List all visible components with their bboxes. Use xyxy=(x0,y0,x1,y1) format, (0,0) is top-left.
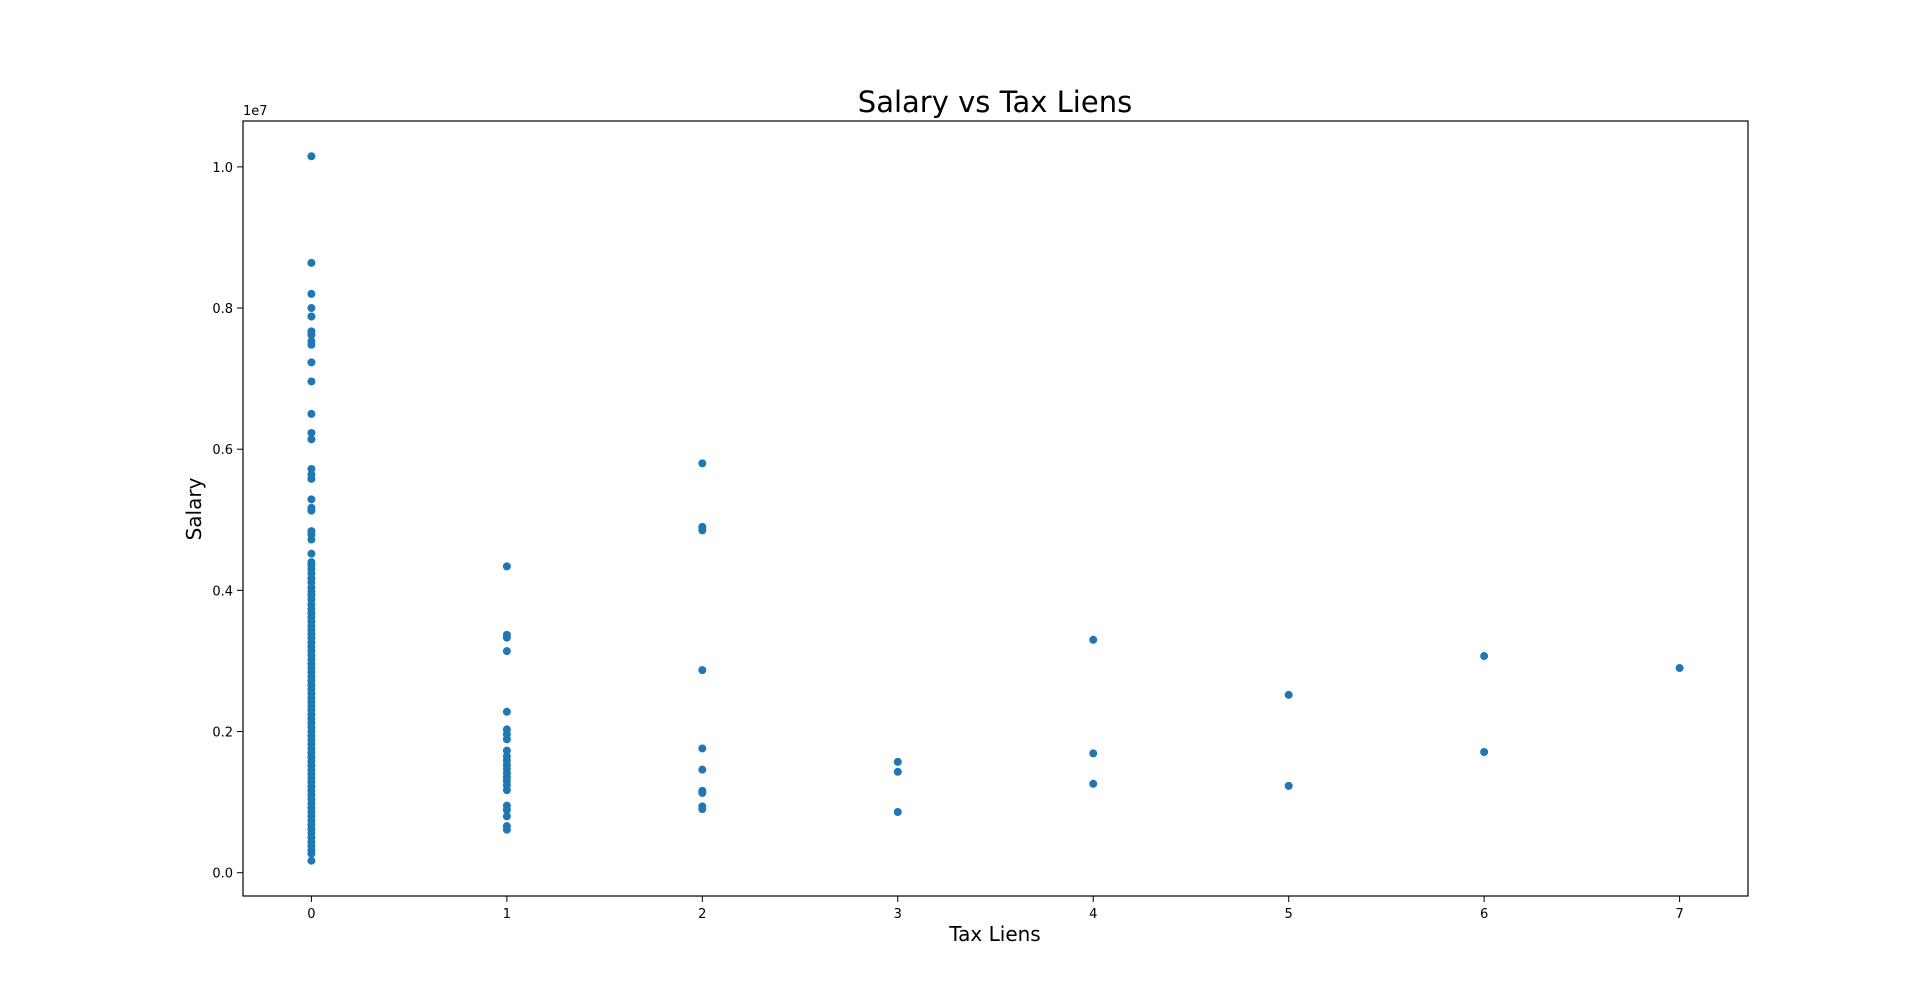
y-tick-label: 0.4 xyxy=(212,584,233,599)
points-layer xyxy=(307,152,1684,865)
y-axis-label: Salary xyxy=(182,477,206,540)
data-point xyxy=(1284,690,1293,699)
data-point xyxy=(502,825,511,834)
data-point xyxy=(1284,781,1293,790)
data-point xyxy=(307,549,316,558)
data-point xyxy=(307,258,316,267)
data-point xyxy=(307,304,316,313)
y-tick-label: 0.0 xyxy=(212,867,233,882)
x-tick-label: 3 xyxy=(894,907,902,922)
data-point xyxy=(698,805,707,814)
data-point xyxy=(1480,748,1489,757)
data-point xyxy=(502,735,511,744)
data-point xyxy=(502,805,511,814)
data-point xyxy=(502,786,511,795)
x-tick-label: 5 xyxy=(1285,907,1293,922)
data-point xyxy=(307,849,316,858)
y-axis: 0.0 0.2 0.4 0.6 0.8 1.0 xyxy=(212,161,243,882)
x-tick-label: 0 xyxy=(307,907,315,922)
data-point xyxy=(307,428,316,437)
y-offset-label: 1e7 xyxy=(243,104,268,119)
data-point xyxy=(307,506,316,515)
x-axis-label: Tax Liens xyxy=(948,922,1040,946)
x-tick-label: 4 xyxy=(1089,907,1097,922)
x-axis: 0 1 2 3 4 5 6 7 xyxy=(307,896,1684,922)
data-point xyxy=(698,744,707,753)
data-point xyxy=(698,666,707,675)
data-point xyxy=(1089,749,1098,758)
data-point xyxy=(698,526,707,535)
y-tick-label: 1.0 xyxy=(212,161,233,176)
data-point xyxy=(698,459,707,468)
data-point xyxy=(307,409,316,418)
plot-frame xyxy=(242,120,1749,897)
data-point xyxy=(307,289,316,298)
data-point xyxy=(307,152,316,161)
data-point xyxy=(307,340,316,349)
data-point xyxy=(307,435,316,444)
data-point xyxy=(893,767,902,776)
data-point xyxy=(1675,664,1684,673)
data-point xyxy=(1480,652,1489,661)
y-tick-label: 0.2 xyxy=(212,726,233,741)
data-point xyxy=(502,746,511,755)
data-point xyxy=(307,856,316,865)
data-point xyxy=(307,464,316,473)
data-point xyxy=(1089,779,1098,788)
data-point xyxy=(307,330,316,339)
data-point xyxy=(502,707,511,716)
y-tick-label: 0.8 xyxy=(212,302,233,317)
data-point xyxy=(698,765,707,774)
x-tick-label: 2 xyxy=(698,907,706,922)
data-point xyxy=(307,377,316,386)
data-point xyxy=(502,562,511,571)
x-tick-label: 7 xyxy=(1675,907,1683,922)
data-point xyxy=(502,812,511,821)
data-point xyxy=(307,358,316,367)
x-tick-label: 1 xyxy=(503,907,511,922)
y-tick-label: 0.6 xyxy=(212,443,233,458)
x-tick-label: 6 xyxy=(1480,907,1488,922)
data-point xyxy=(307,312,316,321)
data-point xyxy=(502,647,511,656)
data-point xyxy=(307,474,316,483)
data-point xyxy=(1089,635,1098,644)
data-point xyxy=(893,757,902,766)
data-point xyxy=(307,535,316,544)
chart-title: Salary vs Tax Liens xyxy=(858,85,1132,119)
data-point xyxy=(502,633,511,642)
data-point xyxy=(893,808,902,817)
data-point xyxy=(307,495,316,504)
data-point xyxy=(698,788,707,797)
